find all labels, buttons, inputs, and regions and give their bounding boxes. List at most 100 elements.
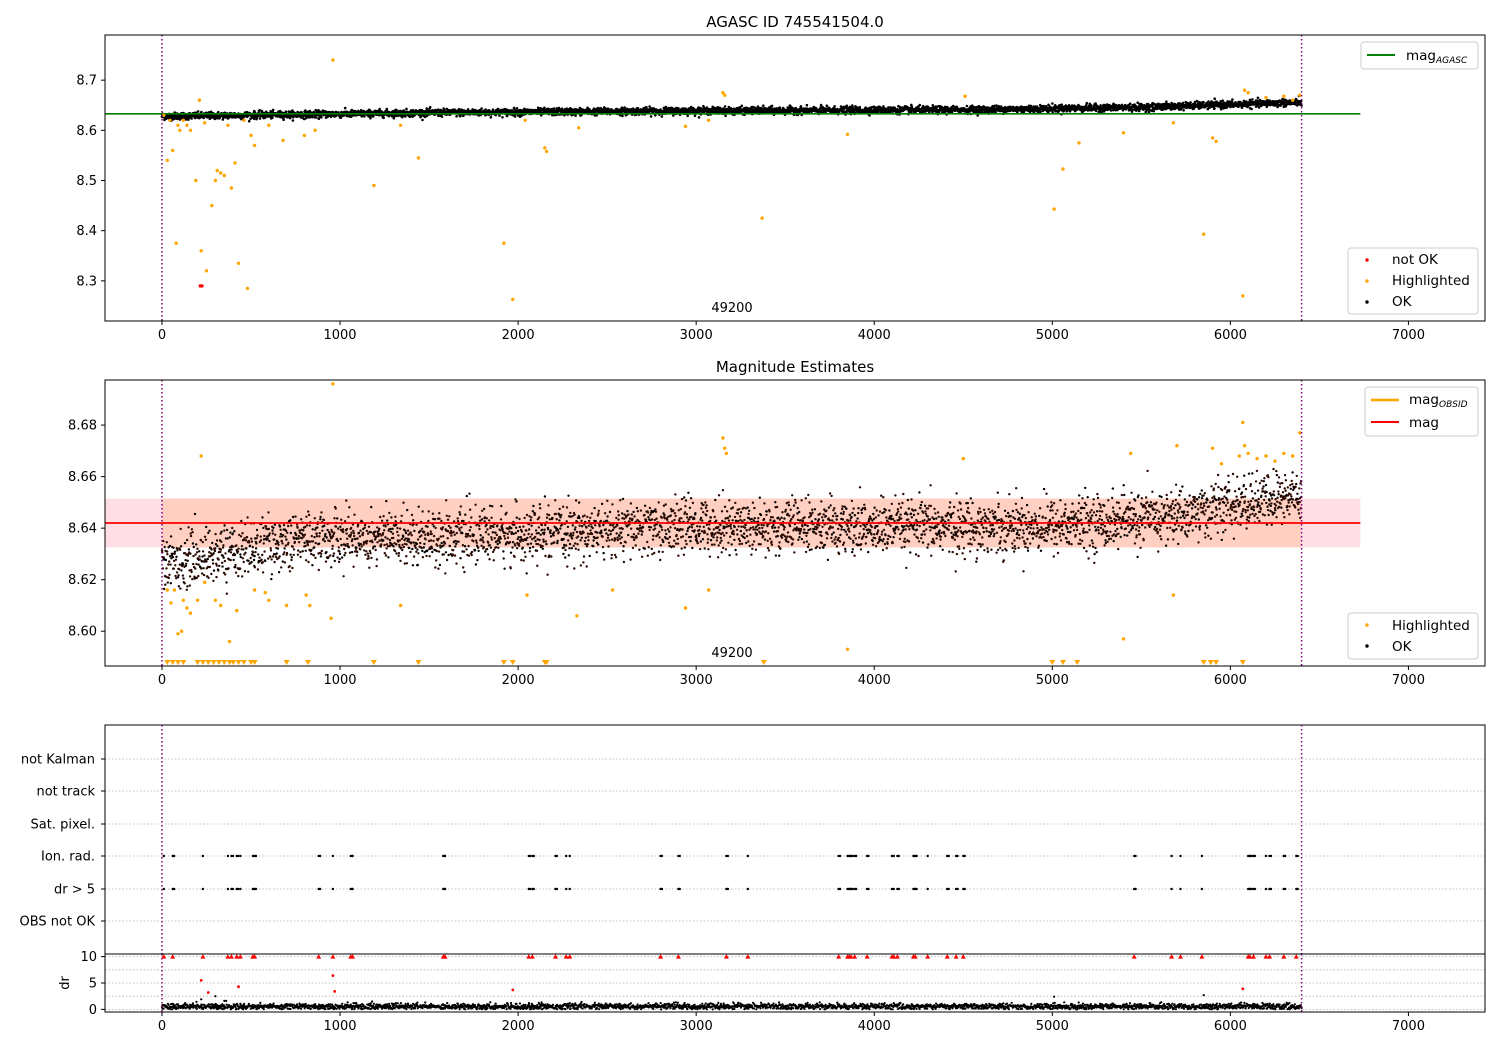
highlighted-point <box>185 123 189 128</box>
ok-point <box>229 558 232 562</box>
ok-point <box>223 529 226 532</box>
ok-point <box>497 107 500 111</box>
ok-point <box>166 581 169 584</box>
highlighted-point <box>1214 139 1218 144</box>
highlighted-point <box>372 183 376 188</box>
ok-point <box>951 104 955 108</box>
ok-point <box>164 117 168 120</box>
ok-point <box>211 562 215 565</box>
ok-point <box>425 107 429 110</box>
ok-point <box>174 574 177 578</box>
ok-point <box>501 116 504 119</box>
ok-point <box>184 558 187 562</box>
ok-point <box>1085 101 1089 105</box>
ok-point <box>484 108 487 111</box>
highlighted-point <box>194 178 198 183</box>
ok-point <box>1213 97 1216 100</box>
ok-point <box>201 550 205 553</box>
ok-point <box>215 575 218 579</box>
ok-point <box>182 577 185 580</box>
ok-point <box>199 539 203 542</box>
ok-point <box>168 573 171 576</box>
ok-point <box>185 588 188 591</box>
ok-point <box>221 561 224 564</box>
ok-point <box>210 548 213 551</box>
ok-point <box>221 546 225 549</box>
highlighted-point <box>1121 131 1126 135</box>
ok-point <box>183 541 187 545</box>
ok-point <box>392 116 396 120</box>
ok-point <box>188 584 191 587</box>
highlighted-point <box>577 126 581 130</box>
ok-point <box>188 575 192 578</box>
ok-point <box>248 544 252 547</box>
ok-point <box>203 554 206 557</box>
ok-point <box>234 563 237 567</box>
ok-point <box>220 530 223 533</box>
ok-point <box>543 106 546 110</box>
ok-point <box>201 572 204 575</box>
ok-point <box>686 114 689 118</box>
highlighted-point <box>267 123 271 128</box>
ok-point <box>235 544 238 547</box>
x-tick-label: 2000 <box>502 328 535 343</box>
ok-point <box>216 544 219 548</box>
ok-point <box>408 115 412 118</box>
ok-point <box>649 115 653 118</box>
not-ok-points <box>198 284 204 288</box>
highlighted-point <box>181 118 185 123</box>
ok-point <box>202 573 206 577</box>
ok-point <box>238 567 242 570</box>
ok-point <box>723 105 727 108</box>
highlighted-point <box>398 123 403 128</box>
highlighted-point <box>1246 91 1250 95</box>
ok-point <box>189 552 192 555</box>
x-tick-label: 3000 <box>680 328 713 343</box>
highlighted-point <box>236 261 241 265</box>
ok-point <box>198 550 201 553</box>
ok-point <box>198 555 201 558</box>
ok-point <box>186 585 189 588</box>
ok-point <box>177 585 181 588</box>
ok-point <box>162 587 166 591</box>
highlighted-point <box>1282 94 1286 98</box>
ok-point <box>211 541 214 545</box>
ok-point <box>1039 110 1042 114</box>
x-tick-label: 5000 <box>1036 328 1069 343</box>
ok-point <box>242 548 245 551</box>
ok-point <box>212 579 215 583</box>
ok-point <box>190 528 194 531</box>
ok-point <box>175 571 179 574</box>
ok-point <box>466 108 470 111</box>
ok-point <box>250 560 253 564</box>
highlighted-point <box>1242 88 1247 92</box>
ok-point <box>205 525 208 529</box>
ok-point <box>203 535 207 538</box>
ok-point <box>228 536 231 539</box>
ok-point <box>185 562 188 565</box>
x-tick-label: 1000 <box>323 328 356 343</box>
ok-point <box>724 114 727 118</box>
highlighted-point <box>242 118 246 123</box>
ok-point <box>205 560 208 563</box>
ok-point <box>1090 104 1093 107</box>
highlighted-point <box>1061 167 1065 171</box>
ok-point <box>201 540 204 544</box>
ok-point <box>315 116 318 119</box>
ok-point <box>167 576 171 580</box>
ok-point <box>168 544 172 548</box>
highlighted-point <box>203 121 207 125</box>
highlighted-point <box>213 178 218 183</box>
ok-point <box>244 539 248 542</box>
ok-point <box>225 528 229 532</box>
ok-point <box>241 532 244 535</box>
y-tick-label: 8.3 <box>76 274 97 289</box>
ok-point <box>225 592 228 595</box>
ok-point <box>222 544 225 547</box>
ok-point <box>195 562 198 566</box>
ok-point <box>187 118 190 121</box>
ok-point <box>1202 100 1205 104</box>
ok-point <box>513 115 517 118</box>
ok-point <box>167 563 170 566</box>
ok-point <box>165 567 168 570</box>
